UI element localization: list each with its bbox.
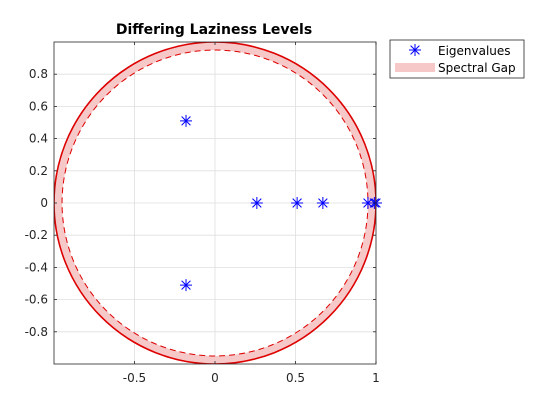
legend: Eigenvalues Spectral Gap [389, 39, 525, 79]
eigenvalue-point [250, 197, 263, 209]
x-tick-label: 0.5 [286, 371, 305, 385]
x-axis-ticks: -0.5 0 0.5 1 [123, 42, 380, 385]
eigenvalue-point [180, 279, 193, 292]
y-tick-label: -0.8 [25, 325, 48, 339]
legend-eigenvalues-marker [409, 44, 421, 56]
marker-stroke [252, 198, 262, 208]
y-tick-label: 0 [40, 196, 48, 210]
y-tick-label: 0.8 [29, 67, 48, 81]
marker-stroke [318, 198, 328, 208]
legend-spectral-gap-label: Spectral Gap [438, 61, 516, 75]
y-tick-label: -0.2 [25, 228, 48, 242]
y-tick-label: 0.6 [29, 99, 48, 113]
x-tick-label: -0.5 [123, 371, 146, 385]
marker-stroke [292, 198, 302, 208]
y-tick-label: -0.6 [25, 293, 48, 307]
chart-title: Differing Laziness Levels [116, 22, 312, 38]
y-tick-label: 0.2 [29, 164, 48, 178]
eigenvalue-point [180, 114, 193, 127]
y-tick-label: 0.4 [29, 132, 48, 146]
y-axis-ticks: -0.8 -0.6 -0.4 -0.2 0 0.2 0.4 0.6 0.8 [25, 67, 376, 339]
legend-eigenvalues-label: Eigenvalues [438, 44, 511, 58]
marker-stroke [410, 45, 420, 55]
eigenvalue-point [316, 197, 329, 209]
x-tick-label: 1 [372, 371, 380, 385]
legend-asterisk [409, 44, 421, 56]
marker-stroke [181, 116, 191, 126]
eigenvalue-point [291, 197, 304, 209]
y-tick-label: -0.4 [25, 260, 48, 274]
marker-stroke [181, 280, 191, 290]
legend-spectral-gap-swatch [395, 63, 435, 72]
x-tick-label: 0 [211, 371, 219, 385]
